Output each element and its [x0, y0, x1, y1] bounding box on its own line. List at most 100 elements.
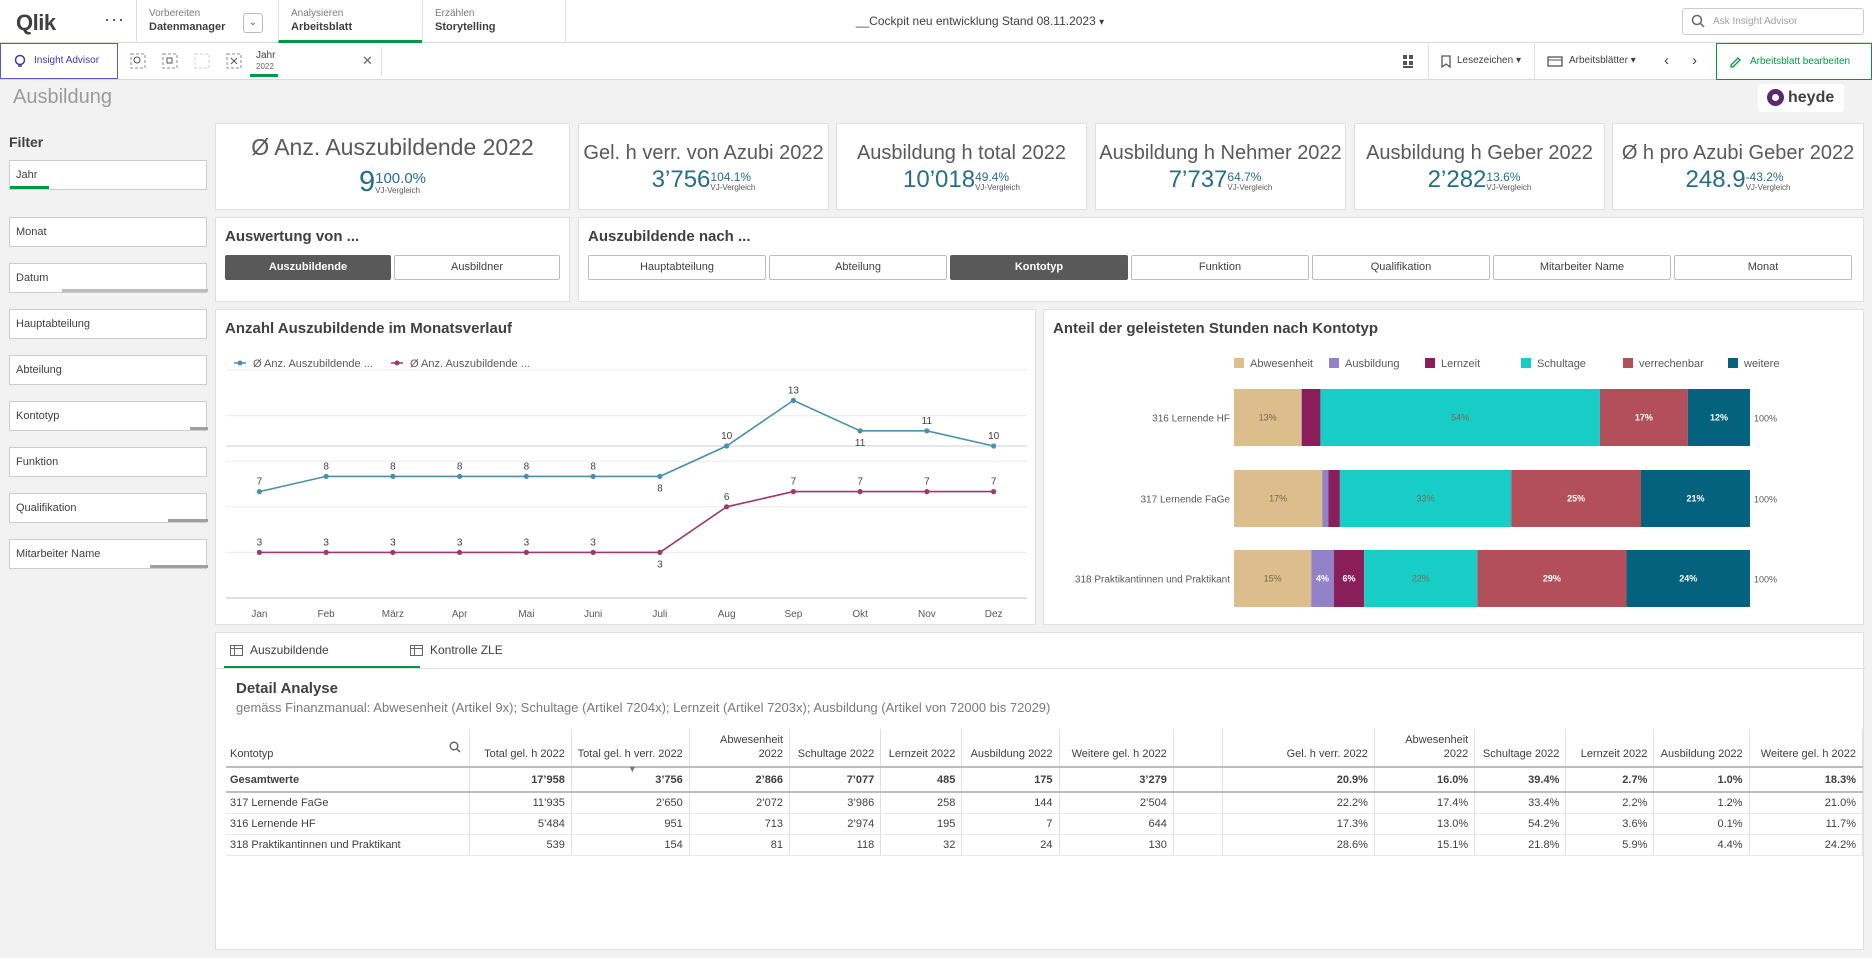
filter-abteilung[interactable]: Abteilung	[9, 355, 207, 385]
col-total-verr[interactable]: Total gel. h verr. 2022 ▼	[571, 729, 690, 774]
x-tick-label: Feb	[318, 609, 336, 620]
kpi-card[interactable]: Ø Anz. Auszubildende 2022 9 100.0% VJ-Verg…	[215, 123, 570, 210]
filter-funktion[interactable]: Funktion	[9, 447, 207, 477]
filter-mitarbeiter[interactable]: Mitarbeiter Name	[9, 539, 208, 569]
data-point	[657, 549, 663, 555]
nav-dropdown-icon[interactable]: ⌄	[243, 13, 263, 33]
nav-narrate[interactable]: Erzählen Storytelling	[422, 0, 566, 43]
kpi-card[interactable]: Ausbildung h total 2022 10’018 49.4% VJ-Ve…	[836, 123, 1087, 210]
row-label-cell[interactable]: 316 Lernende HF	[226, 813, 471, 835]
edit-sheet-button[interactable]: Arbeitsblatt bearbeiten	[1716, 43, 1872, 80]
btn-hauptabteilung[interactable]: Hauptabteilung	[588, 255, 766, 280]
kpi-card[interactable]: Ø h pro Azubi Geber 2022 248.9 -43.2% VJ-V…	[1612, 123, 1864, 210]
btn-ausbildner[interactable]: Ausbildner	[394, 255, 560, 280]
bar-chart-card[interactable]: Anteil der geleisteten Stunden nach Kont…	[1043, 309, 1864, 625]
data-label: 7	[924, 477, 930, 488]
bar-segment	[1311, 550, 1334, 607]
col-pct-verr[interactable]: Gel. h verr. 2022	[1222, 729, 1375, 768]
search-icon[interactable]	[449, 741, 461, 753]
kpi-pct: 64.7%	[1227, 170, 1262, 184]
table-row[interactable]: 318 Praktikantinnen und Praktikant 539 154…	[226, 834, 1864, 856]
col-schultage[interactable]: Schultage 2022	[789, 729, 882, 768]
kpi-card[interactable]: Ausbildung h Geber 2022 2’282 13.6% VJ-Ver…	[1354, 123, 1605, 210]
col-abwesenheit[interactable]: Abwesenheit 2022	[689, 729, 791, 768]
btn-monat[interactable]: Monat	[1674, 255, 1852, 280]
filter-jahr[interactable]: Jahr	[9, 160, 207, 190]
kpi-number: 248.9	[1685, 166, 1746, 193]
filter-monat[interactable]: Monat	[9, 217, 207, 247]
nav-prepare-label: Datenmanager	[149, 21, 226, 33]
btn-abteilung[interactable]: Abteilung	[769, 255, 947, 280]
nav-analyze[interactable]: Analysieren Arbeitsblatt	[278, 0, 422, 43]
col-kontotyp[interactable]: Kontotyp	[226, 729, 471, 768]
table-cell: 7’077	[789, 767, 882, 793]
selection-chip-jahr[interactable]: Jahr 2022 ✕	[250, 47, 382, 77]
col-ausbildung[interactable]: Ausbildung 2022	[961, 729, 1060, 768]
detail-table[interactable]: Kontotyp Total gel. h 2022 Total gel. h …	[226, 729, 1864, 856]
col-pct-schultage[interactable]: Schultage 2022	[1474, 729, 1567, 768]
next-sheet-icon[interactable]: ›	[1692, 52, 1697, 69]
nav-prepare[interactable]: Vorbereiten Datenmanager	[136, 0, 277, 43]
line-chart[interactable]: Ø Anz. Auszubildende ... Ø Anz. Auszubild…	[216, 310, 1037, 626]
btn-mitarbeiter[interactable]: Mitarbeiter Name	[1493, 255, 1671, 280]
table-total-row[interactable]: Gesamtwerte 17’958 3’756 2’866 7’077 485 175 3’…	[226, 767, 1864, 793]
clear-selections-icon[interactable]	[226, 53, 242, 69]
sheets-button[interactable]: Arbeitsblätter ▾	[1534, 43, 1654, 79]
bar-chart[interactable]: Abwesenheit Ausbildung Lernzeit Schultage ve…	[1044, 310, 1865, 626]
btn-auszubildende[interactable]: Auszubildende	[225, 255, 391, 280]
row-label-cell[interactable]: 318 Praktikantinnen und Praktikant	[226, 834, 471, 856]
col-total-h[interactable]: Total gel. h 2022	[469, 729, 572, 768]
col-lernzeit[interactable]: Lernzeit 2022	[880, 729, 963, 768]
bar-segment	[1234, 389, 1302, 446]
nav-narrate-label: Storytelling	[435, 21, 496, 33]
col-pct-weitere[interactable]: Weitere gel. h 2022	[1749, 729, 1864, 768]
table-row[interactable]: 316 Lernende HF 5’484 951 713 2’974 195 7 644 17…	[226, 813, 1864, 835]
kpi-card[interactable]: Ausbildung h Nehmer 2022 7’737 64.7% VJ-Ve…	[1095, 123, 1346, 210]
col-weitere[interactable]: Weitere gel. h 2022	[1059, 729, 1174, 768]
btn-funktion[interactable]: Funktion	[1131, 255, 1309, 280]
more-menu-icon[interactable]: ···	[104, 9, 125, 29]
row-label-cell[interactable]: Gesamtwerte	[226, 767, 471, 793]
data-point	[724, 504, 730, 510]
kpi-pct: 100.0%	[375, 170, 426, 187]
close-icon[interactable]: ✕	[362, 53, 373, 68]
category-label: 318 Praktikantinnen und Praktikant	[1075, 575, 1230, 586]
previous-sheet-icon[interactable]: ‹	[1664, 52, 1669, 69]
table-cell: 1.2%	[1653, 792, 1750, 814]
filter-qualifikation[interactable]: Qualifikation	[9, 493, 208, 523]
btn-qualifikation[interactable]: Qualifikation	[1312, 255, 1490, 280]
kpi-card[interactable]: Gel. h verr. von Azubi 2022 3’756 104.1% V…	[578, 123, 829, 210]
table-cell: 644	[1059, 813, 1174, 835]
tab-kontrolle-zle[interactable]: Kontrolle ZLE	[404, 633, 584, 668]
heyde-logo: heyde	[1758, 84, 1844, 112]
insight-advisor-button[interactable]: Insight Advisor	[0, 43, 118, 79]
col-pct-lernzeit[interactable]: Lernzeit 2022	[1565, 729, 1655, 768]
search-placeholder: Ask Insight Advisor	[1713, 16, 1798, 27]
filter-kontotyp[interactable]: Kontotyp	[9, 401, 208, 431]
filter-datum[interactable]: Datum	[9, 263, 208, 293]
insight-advisor-label: Insight Advisor	[34, 55, 100, 66]
line-chart-card[interactable]: Anzahl Auszubildende im Monatsverlauf Ø …	[215, 309, 1036, 625]
grid-view-icon[interactable]	[1402, 54, 1418, 70]
bar-segment	[1234, 470, 1323, 527]
data-label: 3	[657, 559, 663, 570]
table-row[interactable]: 317 Lernende FaGe 11’935 2’650 2’072 3’986 25…	[226, 792, 1864, 814]
data-label: 8	[590, 461, 596, 472]
app-title[interactable]: __Cockpit neu entwicklung Stand 08.11.20…	[700, 0, 1260, 43]
col-pct-abwesenheit[interactable]: Abwesenheit 2022	[1374, 729, 1476, 768]
btn-kontotyp[interactable]: Kontotyp	[950, 255, 1128, 280]
step-forward-icon[interactable]	[194, 53, 210, 69]
lasso-select-icon[interactable]	[162, 53, 178, 69]
insight-search-input[interactable]: Ask Insight Advisor	[1682, 8, 1864, 35]
bookmarks-button[interactable]: Lesezeichen ▾	[1428, 43, 1532, 79]
data-point	[790, 397, 796, 403]
segment-label: 17%	[1269, 494, 1287, 504]
page-title: Ausbildung	[13, 86, 112, 108]
filter-hauptabteilung[interactable]: Hauptabteilung	[9, 309, 207, 339]
smart-search-icon[interactable]	[130, 53, 146, 69]
kpi-vj: VJ-Vergleich	[375, 186, 421, 195]
tab-auszubildende[interactable]: Auszubildende	[224, 633, 420, 668]
qlik-logo[interactable]: Qlik	[16, 10, 56, 36]
col-pct-ausbildung[interactable]: Ausbildung 2022	[1653, 729, 1750, 768]
row-label-cell[interactable]: 317 Lernende FaGe	[226, 792, 471, 814]
